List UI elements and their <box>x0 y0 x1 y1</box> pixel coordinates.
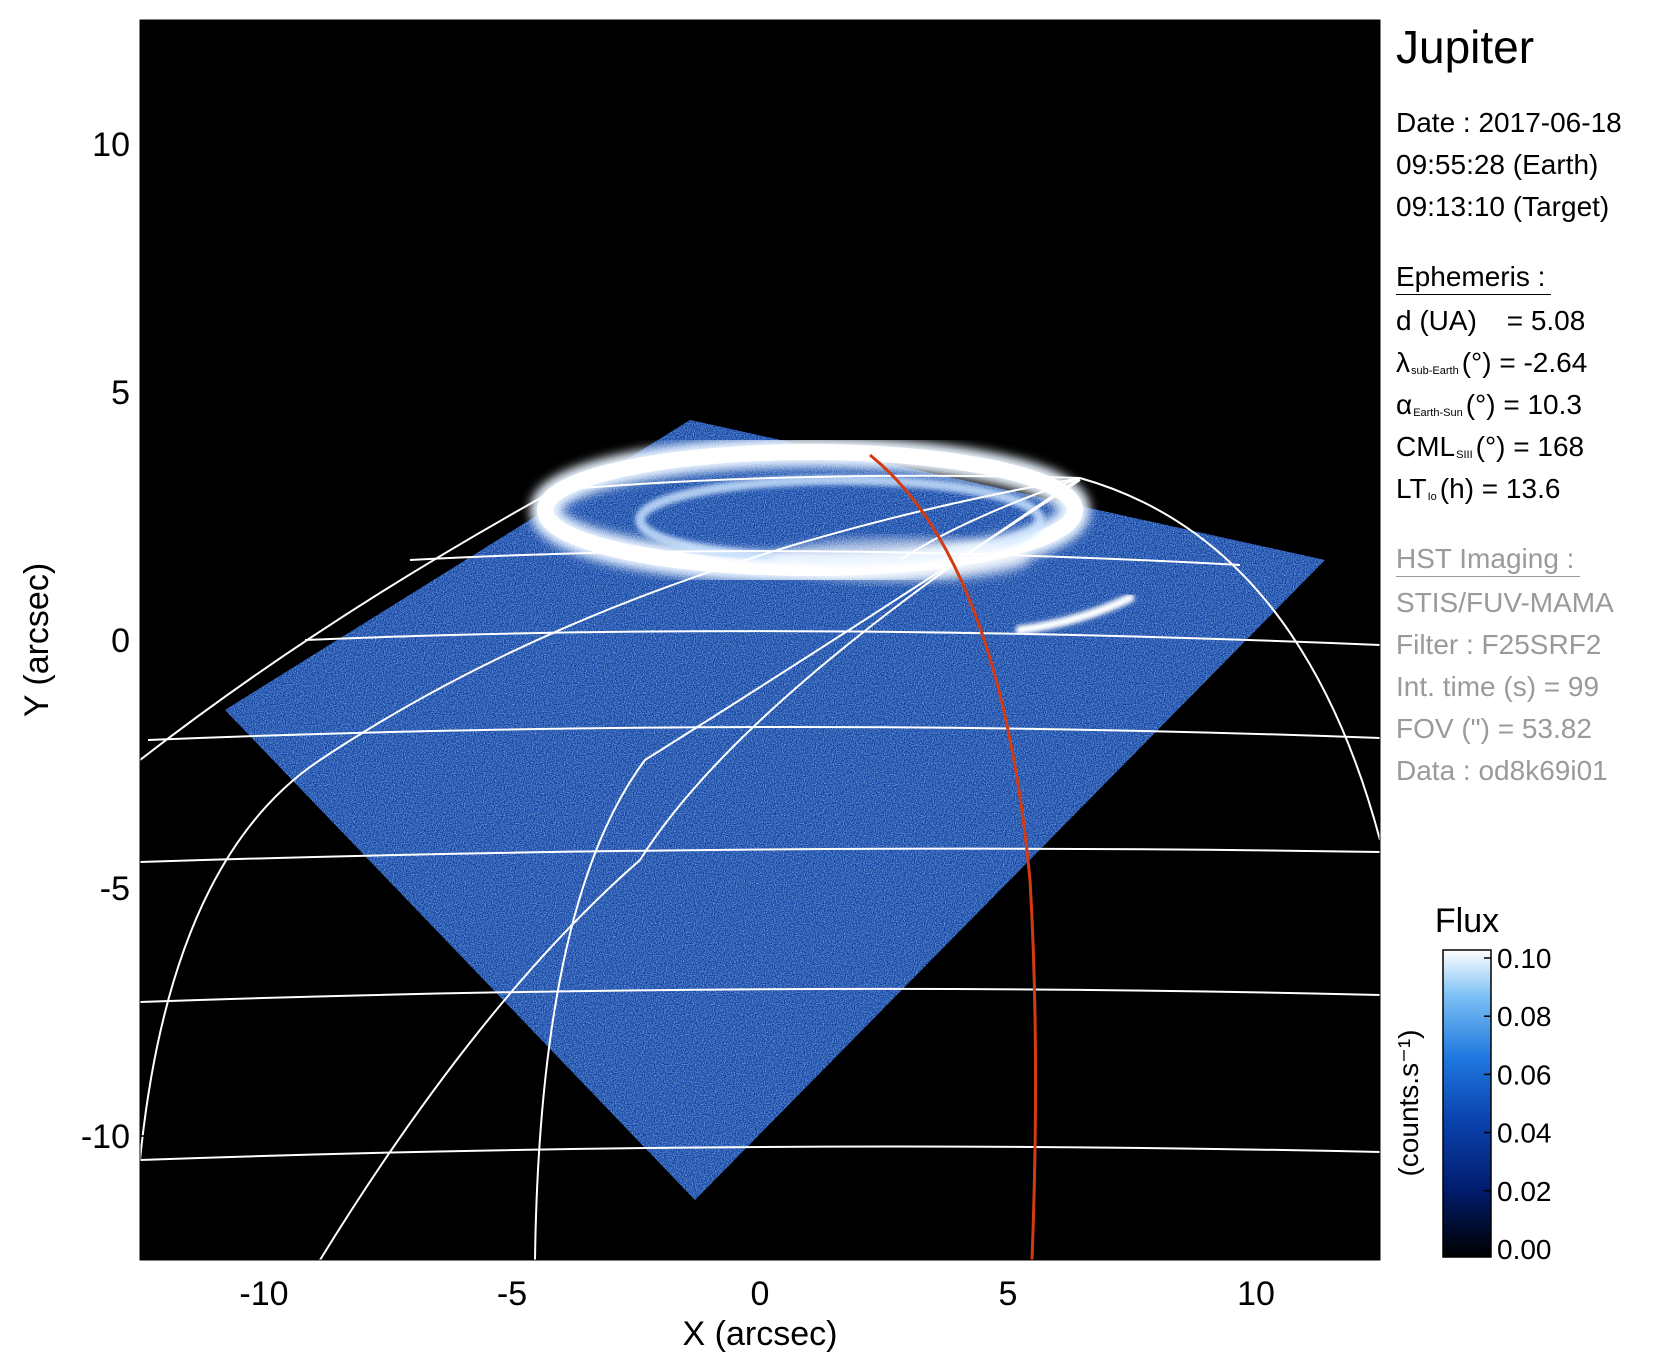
auroral-oval <box>530 437 1135 635</box>
hst-heading-text: HST Imaging : <box>1396 542 1581 577</box>
cml-value: (°) = 168 <box>1475 431 1585 462</box>
ephemeris-lt: LTIo (h) = 13.6 <box>1396 468 1560 518</box>
lat-lon-grid <box>140 474 1380 1260</box>
time-target: 09:13:10 (Target) <box>1396 191 1610 222</box>
cml-symbol: CML <box>1396 431 1456 462</box>
hst-int-time: Int. time (s) = 99 <box>1396 671 1600 702</box>
lambda-subscript: sub-Earth <box>1411 365 1459 377</box>
hst-data-id: Data : od8k69i01 <box>1396 755 1608 786</box>
colorbar-ticks: 0.10 0.08 0.06 0.04 0.02 0.00 <box>1484 943 1552 1265</box>
ephemeris-heading: Ephemeris : <box>1396 256 1552 298</box>
alpha-symbol: α <box>1396 389 1413 420</box>
x-tick-label: -10 <box>239 1275 288 1313</box>
colorbar-tick-label: 0.06 <box>1497 1059 1552 1090</box>
time-earth: 09:55:28 (Earth) <box>1396 149 1599 180</box>
colorbar-tick-label: 0.00 <box>1497 1234 1552 1265</box>
x-axis: -10 -5 0 5 10 <box>239 1250 1275 1313</box>
ephemeris-d-label: d (UA) <box>1396 305 1477 336</box>
y-tick-label: -10 <box>81 1118 130 1156</box>
detector-noise <box>225 420 1325 1200</box>
x-axis-label: X (arcsec) <box>683 1315 838 1353</box>
hst-fov: FOV (") = 53.82 <box>1396 713 1592 744</box>
ephemeris-d: d (UA) = 5.08 <box>1396 300 1585 342</box>
ephemeris-heading-text: Ephemeris : <box>1396 260 1552 295</box>
alpha-value: (°) = 10.3 <box>1465 389 1582 420</box>
ephemeris-lambda: λsub-Earth (°) = -2.64 <box>1396 342 1587 392</box>
hst-heading: HST Imaging : <box>1396 538 1581 580</box>
lt-subscript: Io <box>1427 491 1437 503</box>
colorbar-tick-label: 0.02 <box>1497 1176 1552 1207</box>
y-tick-label: -5 <box>100 870 130 908</box>
ephemeris-alpha: αEarth-Sun (°) = 10.3 <box>1396 384 1582 434</box>
y-axis: -10 -5 0 5 10 <box>81 126 150 1156</box>
y-tick-label: 10 <box>92 126 130 164</box>
io-footprint-line <box>869 453 1038 1260</box>
colorbar-tick-label: 0.08 <box>1497 1001 1552 1032</box>
x-tick-label: 5 <box>999 1275 1018 1313</box>
x-tick-label: 10 <box>1237 1275 1275 1313</box>
hst-instrument: STIS/FUV-MAMA <box>1396 587 1614 618</box>
x-tick-label: 0 <box>751 1275 770 1313</box>
ephemeris-cml: CMLSIII (°) = 168 <box>1396 426 1584 476</box>
colorbar <box>1442 949 1492 1258</box>
lt-symbol: LT <box>1396 473 1427 504</box>
y-tick-label: 0 <box>111 622 130 660</box>
colorbar-tick-label: 0.04 <box>1497 1118 1552 1149</box>
alpha-subscript: Earth-Sun <box>1413 407 1463 419</box>
y-tick-label: 5 <box>111 374 130 412</box>
lambda-symbol: λ <box>1396 347 1410 378</box>
lt-value: (h) = 13.6 <box>1439 473 1561 504</box>
colorbar-title: Flux <box>1435 902 1499 940</box>
lambda-value: (°) = -2.64 <box>1461 347 1588 378</box>
y-axis-label: Y (arcsec) <box>18 563 56 717</box>
ephemeris-d-value: = 5.08 <box>1506 305 1586 336</box>
hst-filter: Filter : F25SRF2 <box>1396 629 1602 660</box>
colorbar-tick-label: 0.10 <box>1497 943 1552 974</box>
cml-subscript: SIII <box>1456 449 1473 461</box>
date-line: Date : 2017-06-18 <box>1396 107 1622 138</box>
planet-title: Jupiter <box>1396 21 1535 73</box>
x-tick-label: -5 <box>497 1275 527 1313</box>
colorbar-label: (counts.s⁻¹) <box>1393 1029 1424 1176</box>
